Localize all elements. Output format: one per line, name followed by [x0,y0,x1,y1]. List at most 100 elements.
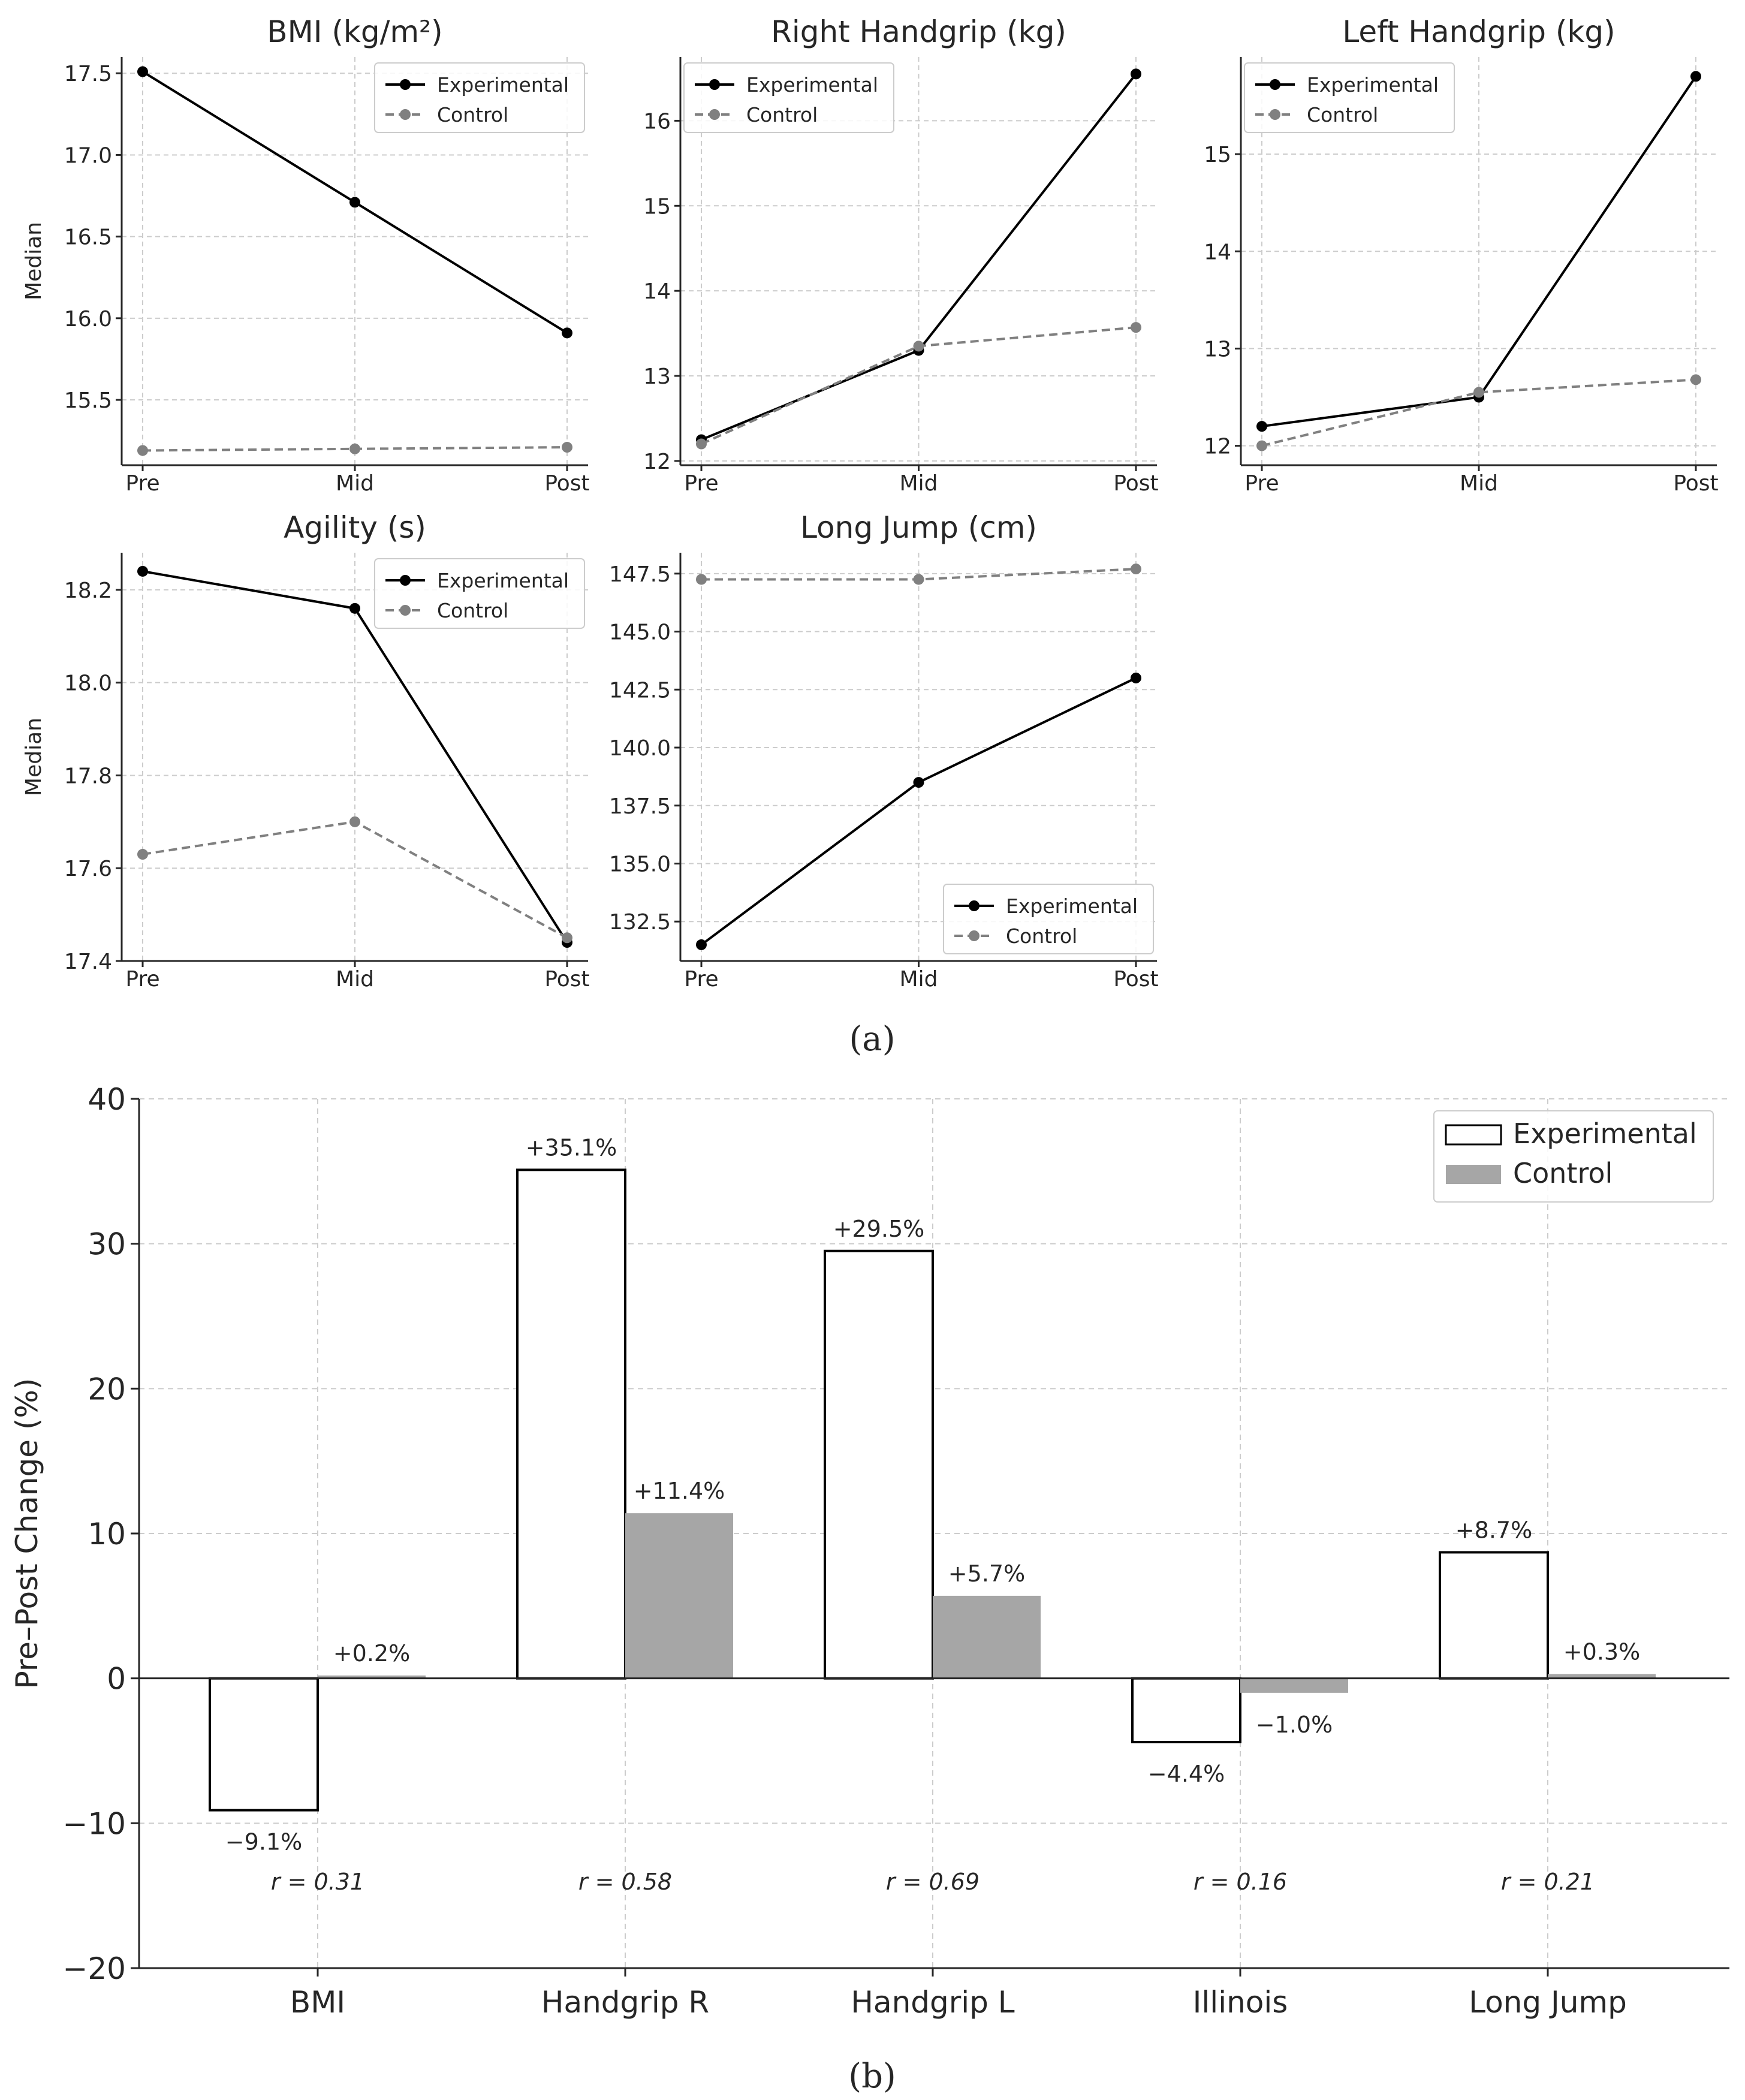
legend-marker-experimental [1270,79,1280,90]
legend: Experimental Control [943,884,1154,954]
x-tick-label: Mid [900,967,938,992]
data-label-experimental: +8.7% [1455,1517,1532,1543]
data-point-control [349,443,360,454]
y-tick-label: 20 [88,1372,126,1406]
bar-control [1240,1678,1348,1693]
x-tick-label: Mid [336,471,374,496]
y-tick-label: 15 [643,194,671,219]
data-point-control [349,816,360,827]
legend-swatch-control [1446,1165,1501,1184]
data-point-experimental [137,66,148,77]
legend: Experimental Control [1433,1110,1714,1203]
x-tick-label: Post [1113,967,1158,992]
data-point-experimental [349,602,360,614]
y-tick-label: 142.5 [609,678,671,703]
y-tick-label: 140.0 [609,736,671,761]
y-tick-label: −20 [62,1951,126,1986]
legend-box [374,558,585,629]
y-tick-label: 137.5 [609,794,671,819]
legend-label-control: Control [1006,924,1077,948]
legend-label-experimental: Experimental [1307,73,1439,97]
y-tick-label: 17.6 [64,857,112,881]
legend-marker-experimental [400,79,411,90]
data-point-experimental [1131,68,1141,80]
y-axis-label: Median [22,718,46,796]
chart-title: Agility (s) [284,510,426,545]
x-tick-label: Mid [900,471,938,496]
legend-label-experimental: Experimental [437,73,569,97]
x-tick-label: Post [544,471,589,496]
y-tick-label: 147.5 [609,562,671,587]
data-point-experimental [562,327,572,339]
data-label-experimental: +35.1% [526,1134,617,1161]
x-tick-label: Post [1673,471,1718,496]
legend-marker-control [1270,109,1280,120]
legend-box [943,884,1154,954]
data-label-control: +11.4% [634,1478,725,1504]
y-tick-label: 18.0 [64,671,112,696]
y-tick-label: 17.4 [64,950,112,974]
y-tick-label: 14 [1204,240,1231,264]
y-tick-label: −10 [62,1806,126,1841]
legend-label-control: Control [437,103,508,126]
panel-b-label: (b) [848,2057,896,2096]
line-chart-left-handgrip: 12 13 14 15 Pre Mid Post Left Handgrip (kg) Expe… [1204,14,1718,496]
data-point-control [137,849,148,860]
line-chart-long-jump: 132.5 135.0 137.5 140.0 142.5 145.0 147.5 Pre Mi… [609,510,1159,992]
x-tick-label: Illinois [1193,1985,1288,2020]
legend-label-experimental: Experimental [746,73,878,97]
y-tick-label: 12 [1204,435,1231,459]
data-point-control [1256,440,1267,451]
line-chart-bmi: 15.5 16.0 16.5 17.0 17.5 Pre Mid Post BMI (kg/m²… [22,14,590,496]
effect-size-label: r = 0.21 [1501,1869,1595,1895]
x-tick-label: Handgrip R [541,1985,709,2020]
legend-box [683,62,894,133]
data-point-experimental [913,777,924,788]
y-tick-label: 40 [88,1082,126,1117]
legend-label-experimental: Experimental [1006,894,1138,918]
chart-title: Long Jump (cm) [800,510,1037,545]
y-tick-label: 16 [643,109,671,134]
data-label-control: +0.3% [1563,1638,1640,1665]
data-point-experimental [349,197,360,208]
data-label-control: −1.0% [1256,1712,1333,1738]
legend-marker-control [709,109,720,120]
y-tick-label: 145.0 [609,620,671,645]
x-tick-label: Pre [684,967,718,992]
legend-marker-control [400,605,411,616]
data-point-control [1690,374,1701,385]
y-tick-label: 12 [643,450,671,474]
data-point-control [696,574,707,585]
data-point-control [1131,564,1141,575]
x-tick-label: Mid [1460,471,1498,496]
data-label-control: +5.7% [948,1560,1025,1587]
y-axis-label: Median [22,222,46,300]
data-point-experimental [1256,421,1267,432]
data-point-control [1131,322,1141,333]
chart-title: Right Handgrip (kg) [771,14,1066,49]
x-tick-label: Mid [336,967,374,992]
legend-label-control: Control [437,599,508,622]
data-label-control: +0.2% [333,1640,410,1667]
x-tick-label: Pre [1244,471,1279,496]
legend-swatch-experimental [1445,1124,1502,1146]
bar-control [1548,1674,1656,1679]
x-tick-label: Handgrip L [851,1985,1014,2020]
legend-label-experimental: Experimental [437,569,569,592]
data-label-experimental: −9.1% [225,1829,302,1855]
bar-experimental [824,1249,934,1680]
panel-b: −9.1% +35.1% +29.5% −4.4% +8.7% +0.2% +11.4% +5… [10,1082,1729,2020]
bar-experimental [209,1677,319,1812]
bar-control [625,1513,733,1679]
panel-a: 15.5 16.0 16.5 17.0 17.5 Pre Mid Post BMI (kg/m²… [22,14,1719,992]
data-label-experimental: +29.5% [833,1216,925,1242]
chart-title: Left Handgrip (kg) [1342,14,1615,49]
legend: Experimental Control [374,558,585,629]
bar-experimental [516,1168,626,1680]
effect-size-label: r = 0.69 [886,1869,980,1895]
y-tick-label: 15 [1204,143,1231,167]
y-tick-label: 17.0 [64,143,112,168]
bar-experimental [1439,1551,1549,1680]
bar-experimental [1131,1677,1241,1744]
